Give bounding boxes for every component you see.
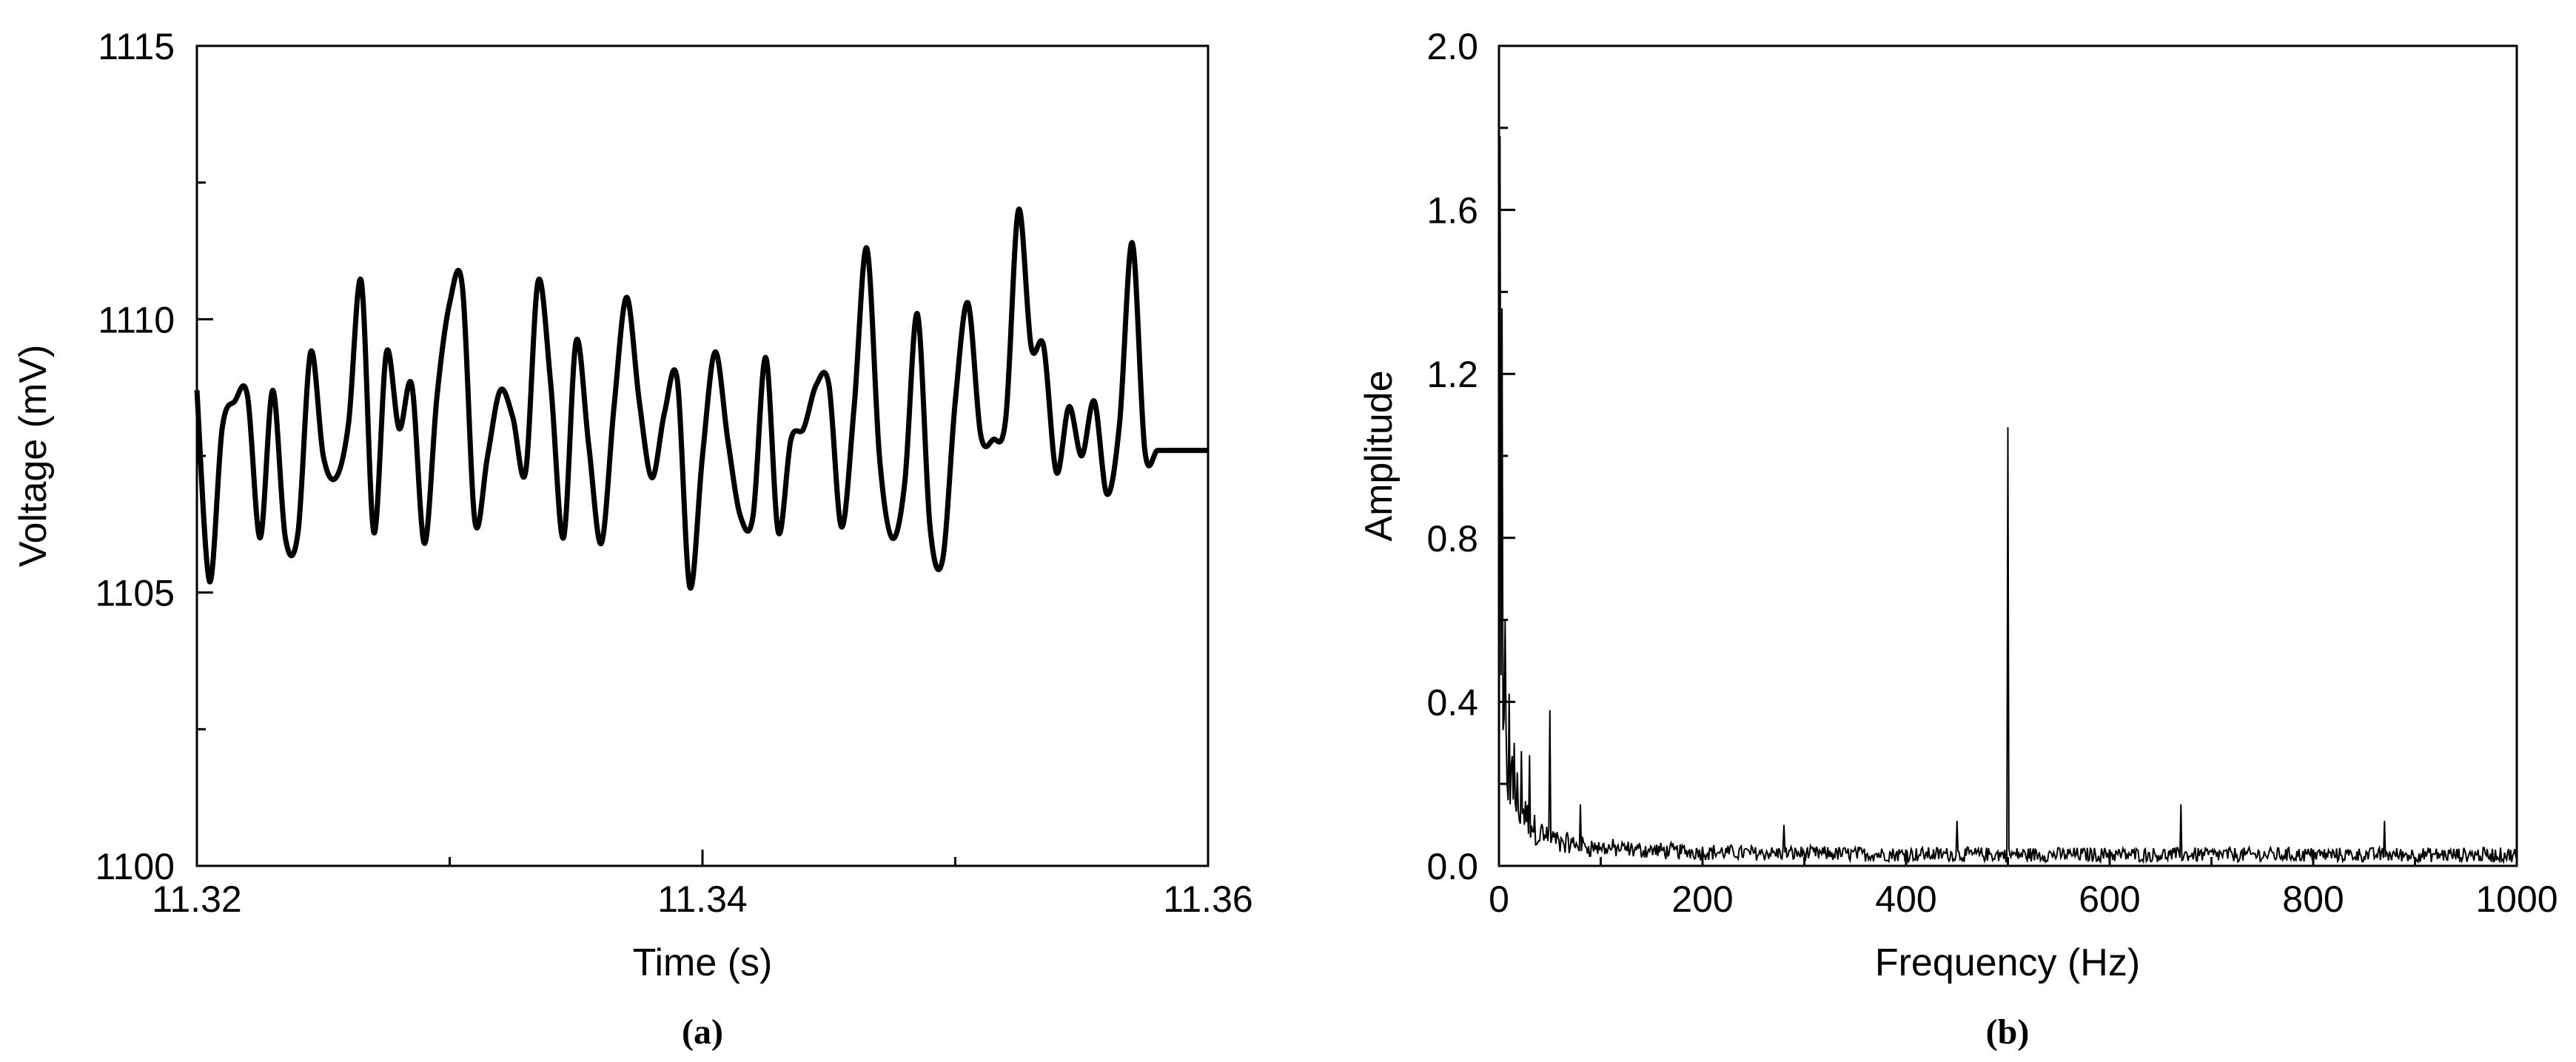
- panel-b-x-tick-label: 1000: [2475, 878, 2557, 920]
- panel-b-x-tick-label: 0: [1489, 878, 1509, 920]
- panel-b-spectrum-series: [1498, 135, 2518, 865]
- panel-a-y-tick-label: 1110: [98, 299, 175, 340]
- panel-b-y-tick-label: 0.8: [1426, 518, 1478, 559]
- panel-b-x-tick-label: 400: [1875, 878, 1936, 920]
- panel-a-caption: (a): [682, 1012, 723, 1052]
- panel-a-x-axis-title: Time (s): [633, 941, 773, 984]
- panel-b-spectrum-line: [1498, 135, 2518, 865]
- panel-b-amplitude-chart: 0 200 400 600 800 1000 0.0 0.4 0.8 1.2 1.6 2.0 Freq…: [1358, 26, 2558, 1052]
- panel-b-y-axis-title: Amplitude: [1358, 370, 1401, 541]
- panel-b-x-tick-label: 600: [2079, 878, 2140, 920]
- panel-b-y-tick-label: 0.0: [1426, 846, 1478, 887]
- panel-a-y-tick-label: 1100: [95, 846, 175, 887]
- panel-a-voltage-chart: 11.32 11.34 11.36 1100 1105 1110 1115 Time (s)…: [12, 26, 1253, 1052]
- panel-a-x-tick-label: 11.32: [152, 878, 241, 920]
- panel-a-y-tick-label: 1115: [98, 26, 175, 67]
- panel-a-y-axis-title: Voltage (mV): [12, 345, 55, 568]
- panel-b-ticks: 0 200 400 600 800 1000 0.0 0.4 0.8 1.2 1.6 2.0: [1426, 26, 2557, 920]
- panel-a-x-tick-label: 11.36: [1163, 878, 1252, 920]
- panel-b-y-tick-label: 0.4: [1426, 682, 1478, 723]
- panel-b-x-tick-label: 200: [1671, 878, 1733, 920]
- panel-a-voltage-series-line: [194, 206, 1208, 591]
- panel-b-y-tick-label: 2.0: [1426, 26, 1478, 67]
- panel-b-caption: (b): [1986, 1012, 2030, 1052]
- panel-b-y-tick-label: 1.2: [1426, 354, 1478, 395]
- panel-b-y-tick-label: 1.6: [1426, 190, 1478, 232]
- panel-a-x-tick-label: 11.34: [657, 878, 747, 920]
- panel-a-y-tick-label: 1105: [95, 573, 175, 614]
- panel-b-x-axis-title: Frequency (Hz): [1875, 941, 2140, 984]
- panel-a-ticks: 11.32 11.34 11.36 1100 1105 1110 1115: [95, 26, 1252, 920]
- panel-b-x-tick-label: 800: [2282, 878, 2344, 920]
